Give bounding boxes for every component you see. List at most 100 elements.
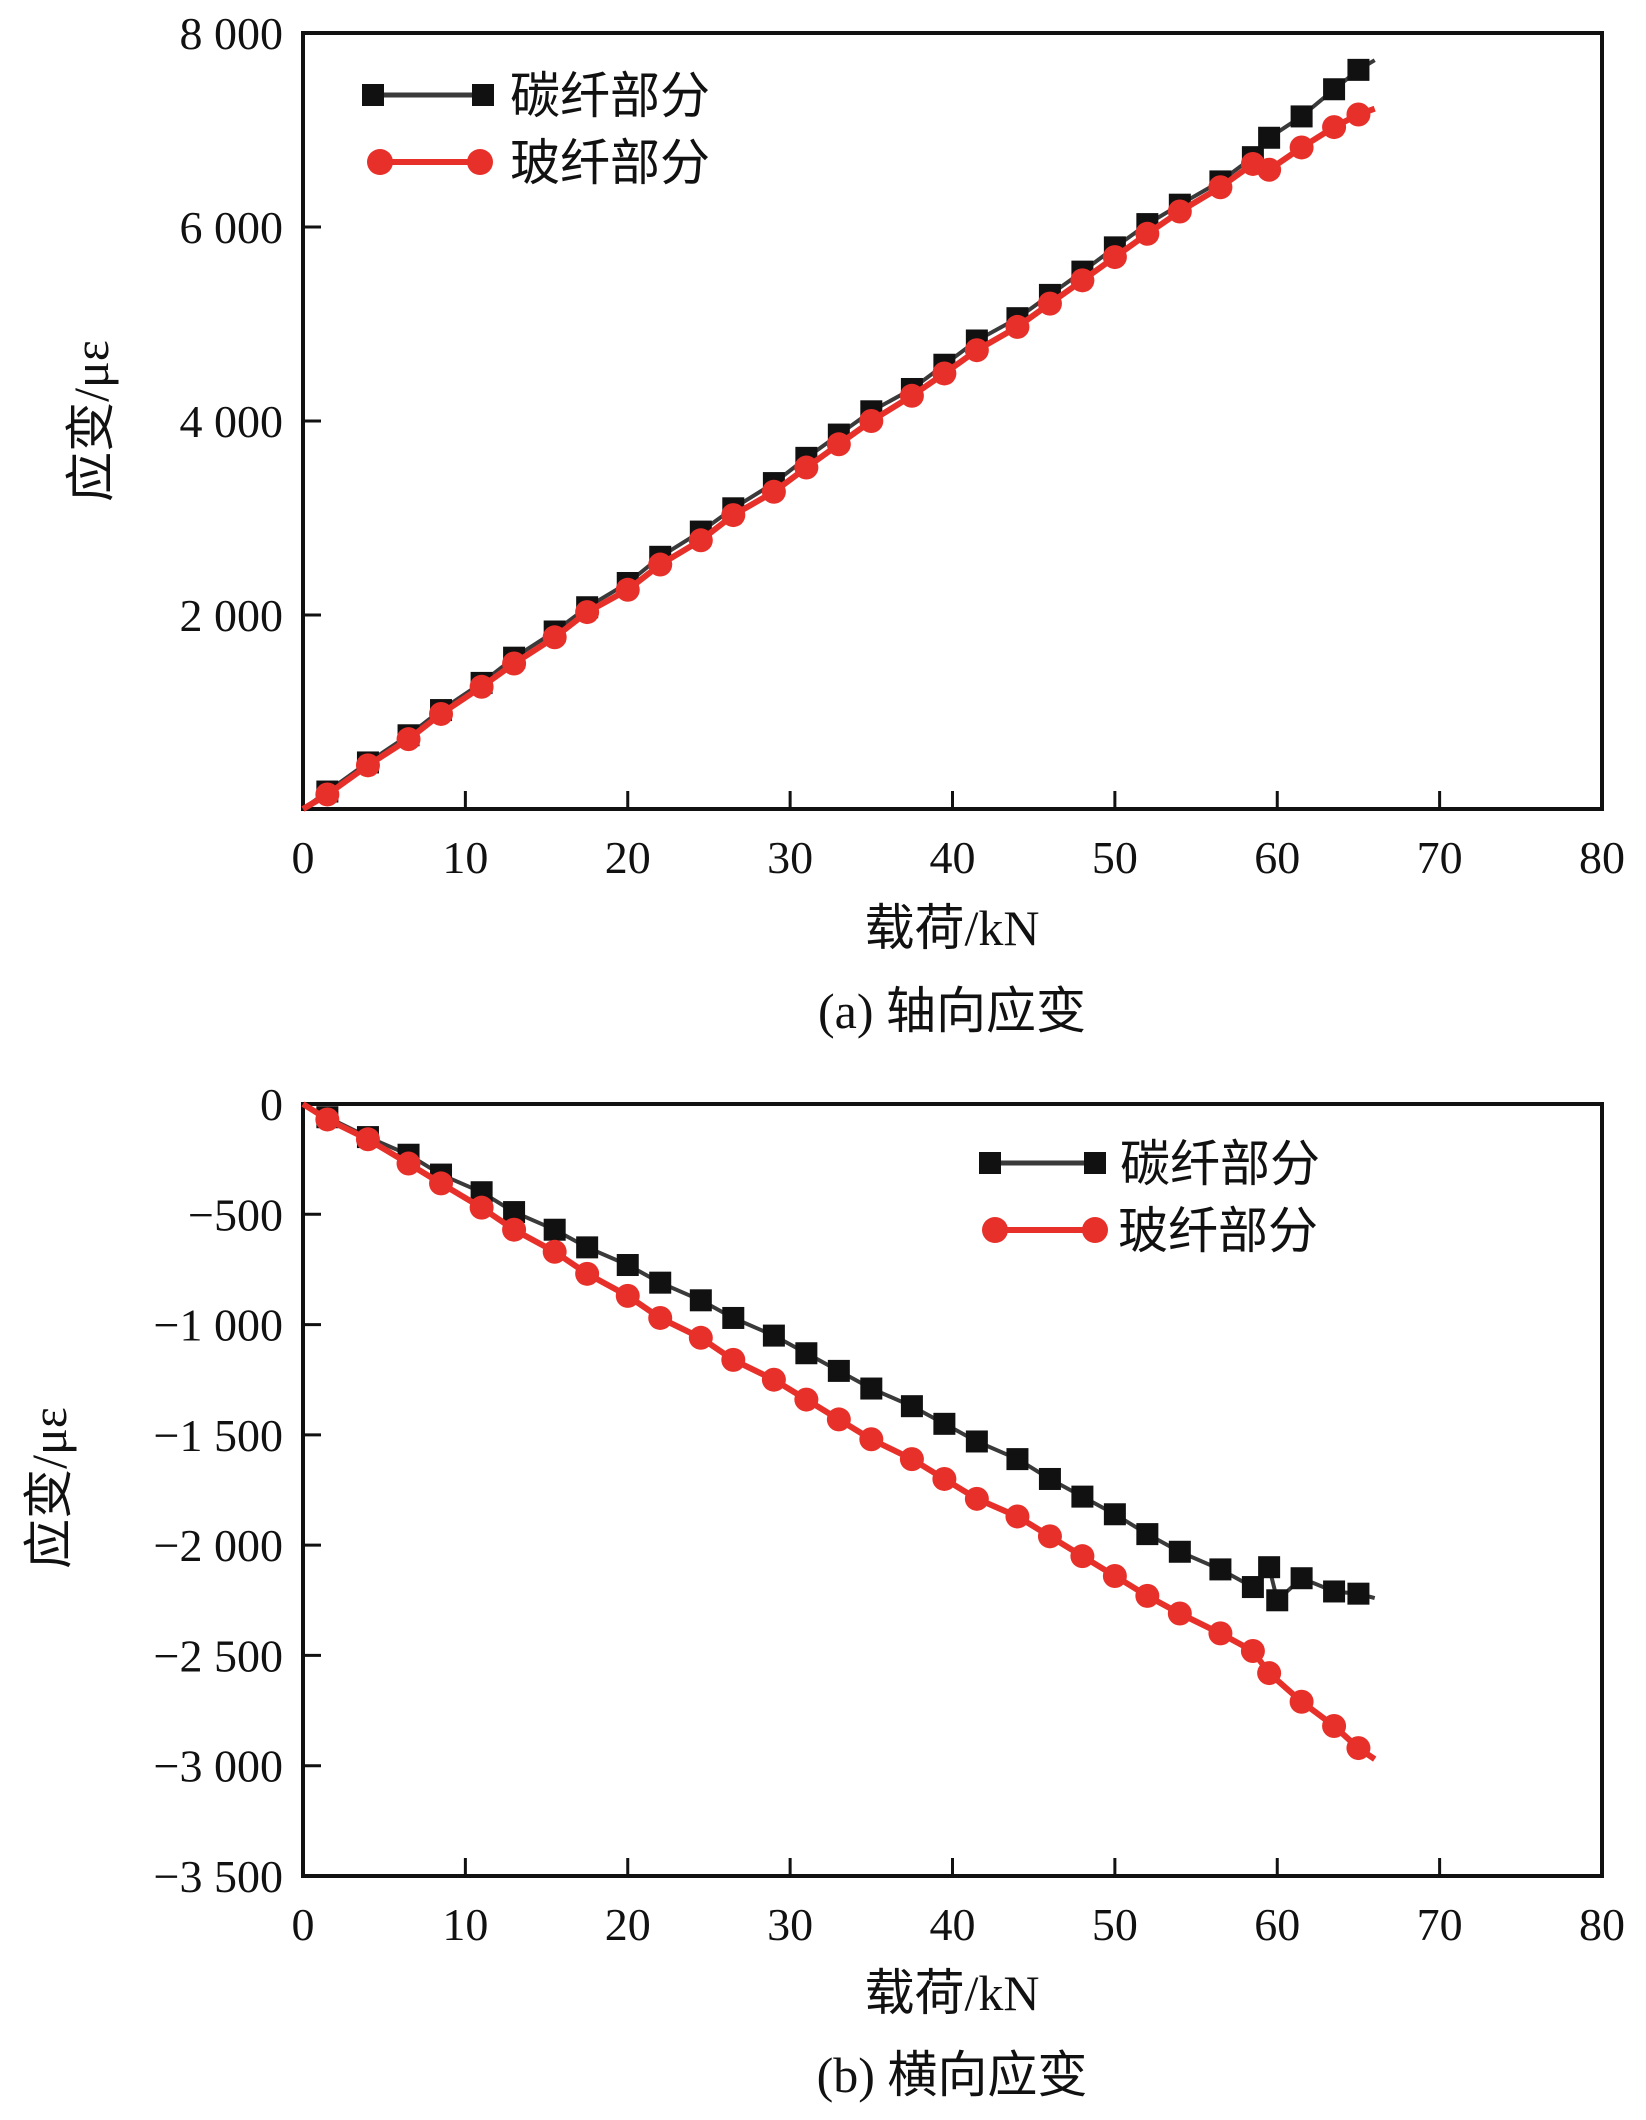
data-point-carbon xyxy=(1168,1540,1191,1563)
data-point-carbon xyxy=(795,1342,818,1365)
data-point-carbon xyxy=(1347,1582,1370,1605)
data-point-carbon xyxy=(1290,1567,1313,1590)
y-tick-label: 6 000 xyxy=(180,202,284,253)
tick-layer: 0 10 20 30 40 50 60 70 80 2 000 4 000 6 000 8 000 xyxy=(180,8,1626,883)
y-tick-label: 4 000 xyxy=(180,396,284,447)
data-point-carbon xyxy=(1258,126,1281,149)
data-point-glass xyxy=(396,727,421,752)
data-point-glass xyxy=(859,409,884,433)
data-point-carbon xyxy=(1347,58,1370,81)
data-point-glass xyxy=(964,338,989,363)
plot-frame xyxy=(301,31,1604,811)
data-point-glass xyxy=(964,1486,989,1511)
x-tick-label: 20 xyxy=(605,832,651,883)
legend: 碳纤部分 玻纤部分 xyxy=(362,68,710,191)
data-point-carbon xyxy=(1266,1589,1289,1612)
series-layer xyxy=(301,1101,1377,1762)
y-axis-title: 应变/με xyxy=(21,1407,77,1569)
data-point-carbon xyxy=(1006,1448,1029,1471)
y-tick-label: 2 000 xyxy=(180,590,284,641)
data-point-glass xyxy=(396,1151,421,1176)
legend-marker-carbon xyxy=(979,1152,1001,1174)
x-axis-title: 载荷/kN xyxy=(865,1965,1040,2021)
panel-caption: (b) 横向应变 xyxy=(817,2047,1088,2103)
data-point-glass xyxy=(859,1427,884,1452)
data-point-carbon xyxy=(1290,105,1313,128)
data-point-glass xyxy=(761,479,786,504)
data-point-carbon xyxy=(722,1306,745,1329)
data-point-glass xyxy=(826,1407,851,1432)
data-point-carbon xyxy=(900,1395,923,1418)
data-point-glass xyxy=(1005,1504,1030,1529)
data-point-carbon xyxy=(1209,1558,1232,1581)
x-tick-label: 70 xyxy=(1417,832,1463,883)
data-point-glass xyxy=(688,528,713,553)
data-point-glass xyxy=(1289,1689,1314,1714)
data-point-glass xyxy=(794,455,819,480)
data-point-glass xyxy=(648,552,673,577)
x-tick-label: 40 xyxy=(930,832,976,883)
data-point-glass xyxy=(1257,1661,1282,1686)
data-point-glass xyxy=(1346,102,1371,127)
data-point-glass xyxy=(1167,199,1192,224)
data-point-glass xyxy=(1102,1564,1127,1589)
series-layer xyxy=(301,58,1376,812)
data-point-carbon xyxy=(1103,1503,1126,1526)
x-tick-label: 70 xyxy=(1417,1899,1463,1950)
data-point-glass xyxy=(502,1217,527,1242)
x-tick-label: 80 xyxy=(1579,1899,1625,1950)
x-tick-label: 40 xyxy=(930,1899,976,1950)
legend-label-glass: 玻纤部分 xyxy=(1118,1203,1318,1259)
data-point-glass xyxy=(1037,291,1062,316)
legend-marker-carbon xyxy=(1084,1152,1106,1174)
data-point-glass xyxy=(1346,1736,1371,1761)
legend-label-carbon: 碳纤部分 xyxy=(1120,1136,1320,1192)
x-tick-label: 60 xyxy=(1254,1899,1300,1950)
x-tick-label: 30 xyxy=(767,1899,813,1950)
x-tick-label: 60 xyxy=(1254,832,1300,883)
x-tick-label: 50 xyxy=(1092,832,1138,883)
data-point-glass xyxy=(315,782,340,807)
legend-marker-glass xyxy=(367,149,393,175)
legend-marker-glass xyxy=(467,149,493,175)
data-point-glass xyxy=(542,625,567,650)
axial-strain-chart: 0 10 20 30 40 50 60 70 80 2 000 4 000 6 000 8 000 碳纤… xyxy=(63,8,1625,1039)
x-tick-label: 30 xyxy=(767,832,813,883)
panel-caption: (a) 轴向应变 xyxy=(818,983,1086,1039)
x-axis-title: 载荷/kN xyxy=(865,900,1040,956)
data-point-glass xyxy=(1135,1583,1160,1608)
data-point-glass xyxy=(429,701,454,726)
data-point-glass xyxy=(1208,1621,1233,1646)
legend: 碳纤部分 玻纤部分 xyxy=(979,1136,1320,1259)
series-line-glass xyxy=(301,105,1376,812)
x-tick-label: 80 xyxy=(1579,832,1625,883)
data-point-carbon xyxy=(965,1430,988,1453)
x-tick-label: 0 xyxy=(292,1899,315,1950)
y-tick-label: −1 000 xyxy=(154,1300,283,1351)
x-tick-label: 50 xyxy=(1092,1899,1138,1950)
transverse-strain-chart: 0 10 20 30 40 50 60 70 80 0 −500 −1 000 −1 500 −2 000… xyxy=(21,1079,1625,2103)
data-point-carbon xyxy=(1136,1523,1159,1546)
data-point-glass xyxy=(899,1447,924,1472)
data-point-glass xyxy=(761,1367,786,1392)
data-point-glass xyxy=(932,1466,957,1491)
legend-marker-carbon xyxy=(362,84,384,106)
data-point-carbon xyxy=(543,1218,566,1241)
legend-marker-carbon xyxy=(472,84,494,106)
data-point-glass xyxy=(1322,115,1347,140)
x-tick-label: 0 xyxy=(292,832,315,883)
data-point-glass xyxy=(1167,1601,1192,1626)
data-point-glass xyxy=(355,1127,380,1152)
data-point-glass xyxy=(615,1283,640,1308)
data-point-glass xyxy=(688,1325,713,1350)
data-point-glass xyxy=(721,503,746,528)
data-point-glass xyxy=(1289,135,1314,160)
data-point-glass xyxy=(502,651,527,676)
data-point-glass xyxy=(355,753,380,778)
x-tick-label: 20 xyxy=(605,1899,651,1950)
data-point-glass xyxy=(1240,1639,1265,1664)
y-tick-label: −3 000 xyxy=(154,1741,283,1792)
data-point-carbon xyxy=(933,1412,956,1435)
data-point-glass xyxy=(648,1305,673,1330)
